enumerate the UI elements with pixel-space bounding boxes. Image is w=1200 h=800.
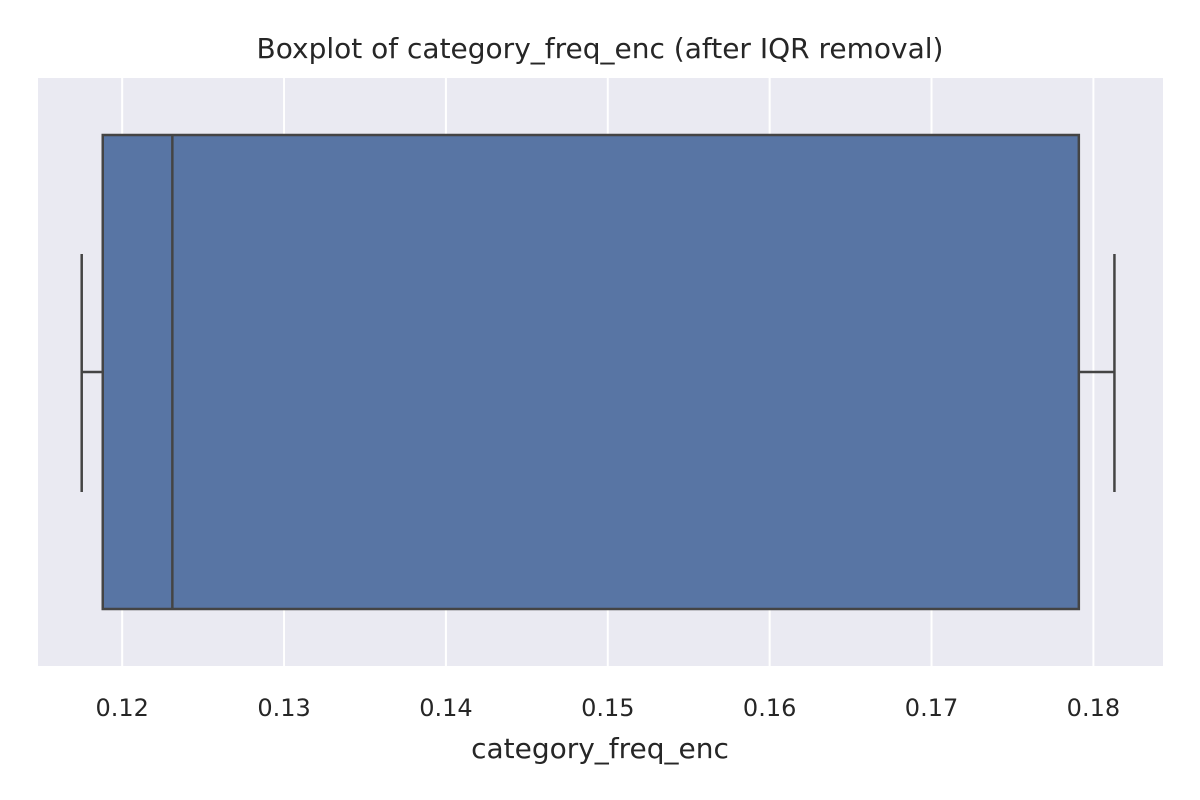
x-tick-label: 0.13 [257,694,310,722]
iqr-box [101,133,1081,611]
chart-title: Boxplot of category_freq_enc (after IQR … [257,32,944,65]
x-tick-labels: 0.12 0.13 0.14 0.15 0.16 0.17 0.18 [95,694,1120,722]
x-tick-label: 0.14 [419,694,472,722]
x-axis-label: category_freq_enc [471,732,729,765]
x-tick-label: 0.12 [95,694,148,722]
x-tick-label: 0.18 [1067,694,1120,722]
x-tick-label: 0.17 [905,694,958,722]
box-layer [80,133,1116,611]
x-tick-label: 0.16 [743,694,796,722]
x-tick-label: 0.15 [581,694,634,722]
